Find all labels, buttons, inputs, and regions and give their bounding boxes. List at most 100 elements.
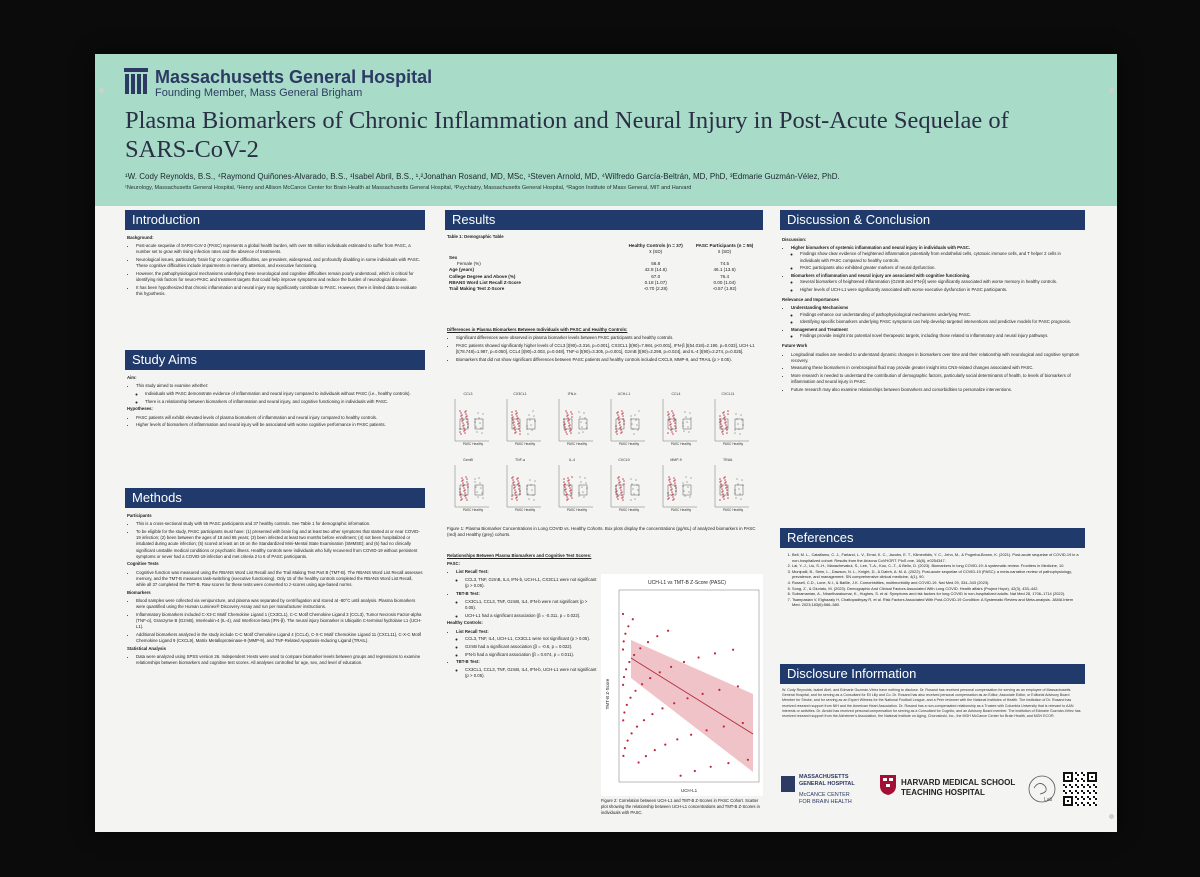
intro-bullet: Post-acute sequelae of SARS-CoV-2 (PASC)… <box>136 243 423 255</box>
scatter-point <box>621 612 625 616</box>
boxplot-panel: TNF-a PASC Healthy <box>503 458 541 512</box>
boxplot-panel: CXCL9 PASC Healthy <box>607 458 645 512</box>
table-row: Trail Making Test Z-Score -0.70 (2.28) -0.… <box>447 285 759 291</box>
scatter-point <box>713 652 717 655</box>
future-item: More research is needed to understand th… <box>791 373 1082 385</box>
table-row: Sex <box>447 254 759 260</box>
scatter-point <box>641 683 644 686</box>
discussion-point-heading: Management and Treatment <box>791 326 848 332</box>
row-value: 56.8 <box>651 261 661 267</box>
panel-label: TNF-a <box>515 458 525 462</box>
panel-axis-label: PASC Healthy <box>618 442 640 446</box>
scatter-point <box>736 685 739 688</box>
table-body: Sex Female (%) 56.8 74.5 Age (years) 42.8 (14… <box>447 254 759 291</box>
discussion-point: Biomarkers of inflammation and neural in… <box>791 273 1082 293</box>
scatter-point <box>622 754 625 757</box>
pasc-label: PASC: <box>447 561 461 567</box>
org-sub: Founding Member, Mass General Brigham <box>155 87 363 99</box>
bio-label: Biomarkers <box>127 589 151 595</box>
aim-item: There is a relationship between biomarke… <box>145 399 423 405</box>
scatter-point <box>709 765 712 768</box>
mccance-line2: FOR BRAIN HEALTH <box>799 799 852 805</box>
scatter-point <box>746 758 749 761</box>
stat-pasc: x̄ (SD) <box>718 248 732 254</box>
aim-label: Aim: <box>127 375 137 380</box>
scatter-point <box>651 713 654 716</box>
scatter-point <box>622 683 625 686</box>
scatter-ylabel: TMT-B Z-Score <box>605 678 610 709</box>
scatter-point <box>682 660 686 664</box>
scatter-point <box>625 703 628 706</box>
results-heading: Results <box>445 210 763 230</box>
reference-item: Song, Z., & Giuriato, M. (2023). Demogra… <box>792 586 1082 592</box>
mgh-columns-icon <box>124 68 148 94</box>
diff-bullet: Significant differences were observed in… <box>456 335 759 341</box>
row-label: College Degree and Above (%) <box>449 273 516 279</box>
scatter-point <box>623 747 626 750</box>
hc-list-item: CCL3, TNF, IL4, UCH-L1, CX3CL1 were not … <box>465 636 597 642</box>
bio-list: Blood samples were collected via venipun… <box>127 598 423 644</box>
aim-item: Individuals with PASC demonstrate eviden… <box>145 391 423 397</box>
future-item: Measuring these biomarkers in cerebrospi… <box>791 365 1082 371</box>
discussion-heading: Discussion & Conclusion <box>780 210 1085 230</box>
participants-label: Participants <box>127 513 152 518</box>
scatter-point <box>722 725 725 728</box>
demographic-table: Healthy Controls (n = 37) PASC Participa… <box>447 242 759 292</box>
scatter-point <box>697 656 700 659</box>
intro-bullet: It has been hypothesized that chronic in… <box>136 285 423 297</box>
scatter-point <box>629 696 632 699</box>
participants-bullet: This is a cross-sectional study with 55 … <box>136 521 423 527</box>
figure-1-boxplots: CCL3 PASC Healthy CX3CL1 PASC Healthy IFN-b P… <box>447 392 761 524</box>
pasc-list: CCL3, TNF, GzmB, IL4, IFN-b, UCH-L1, CX3… <box>456 577 597 589</box>
scatter-point <box>676 738 679 741</box>
hc-list: CCL3, TNF, IL4, UCH-L1, CX3CL1 were not … <box>456 636 597 658</box>
scatter-point <box>718 688 721 691</box>
reference-item: Lai, Y.-J., Liu, S.-H., Manachevakul, S.… <box>792 563 1082 569</box>
mgh-small-icon <box>781 776 795 792</box>
table-row: Age (years) 42.8 (14.6) 46.1 (13.6) <box>447 267 759 273</box>
scatter-point <box>646 641 650 644</box>
panel-axis-label: PASC Healthy <box>514 508 536 512</box>
col-pasc: PASC Participants (n = 55) <box>695 242 754 248</box>
pasc-tmt-item: CX3CL1, CCL3, TNF, GzmB, IL4, IFN-b were… <box>465 599 597 611</box>
row-value: 74.5 <box>720 261 730 267</box>
bio-bullet: Inflammatory biomarkers included C-X3-C … <box>136 612 423 631</box>
discussion-point: Understanding MechanismsFindings enhance… <box>791 305 1082 325</box>
scatter-point <box>627 625 630 628</box>
mgh-line1: MASSACHUSETTS <box>799 774 849 780</box>
discussion-sub-point: Identifying specific biomarkers underlyi… <box>800 319 1082 325</box>
diff-bullet: PASC patients showed significantly highe… <box>456 343 759 355</box>
row-label: Trail Making Test Z-Score <box>449 285 505 291</box>
qr-code-icon <box>1063 772 1097 806</box>
pasc-tmt: CX3CL1, CCL3, TNF, GzmB, IL4, IFN-b were… <box>456 599 597 619</box>
discussion-point-heading: Understanding Mechanisms <box>791 305 849 311</box>
intro-sub: Background: <box>127 235 154 240</box>
scatter-point <box>630 732 633 735</box>
disc-items: Higher biomarkers of systemic inflammati… <box>782 245 1082 293</box>
table-row: Female (%) 56.8 74.5 <box>447 261 759 267</box>
boxplot-panel: CXCL11 PASC Healthy <box>711 392 749 446</box>
scatter-point <box>633 653 636 657</box>
regression-ci-band <box>631 640 753 772</box>
boxplot-panel: MMP-9 PASC Healthy <box>659 458 697 512</box>
discussion-sub-point: Findings enhance our understanding of pa… <box>800 312 1082 318</box>
hypothesis-item: Higher levels of biomarkers of inflammat… <box>136 422 423 428</box>
scatter-points <box>621 612 749 777</box>
rel-title: Relationships Between Plasma Biomarkers … <box>447 553 592 558</box>
scatter-point <box>690 733 693 736</box>
table-row: College Degree and Above (%) 67.0 76.4 <box>447 273 759 279</box>
boxplot-panel: UCH-L1 PASC Healthy <box>607 392 645 446</box>
bio-bullet: Blood samples were collected via venipun… <box>136 598 423 610</box>
diff-list: Significant differences were observed in… <box>447 335 759 363</box>
pasc-tmt-label: TBT-B Test: <box>456 591 597 597</box>
panel-axis-label: PASC Healthy <box>514 442 536 446</box>
scatter-xlabel: UCH-L1 <box>681 788 698 793</box>
participants-list: This is a cross-sectional study with 55 … <box>127 521 423 560</box>
mccance-line1: McCANCE CENTER <box>799 792 850 798</box>
pasc-list-label: List Recall Test: <box>456 569 597 575</box>
scatter-point <box>637 761 640 764</box>
discussion-point: Higher biomarkers of systemic inflammati… <box>791 245 1082 271</box>
panel-label: GzmB <box>463 458 473 462</box>
panel-label: CCL4 <box>671 392 681 396</box>
scatter-point <box>622 719 625 722</box>
